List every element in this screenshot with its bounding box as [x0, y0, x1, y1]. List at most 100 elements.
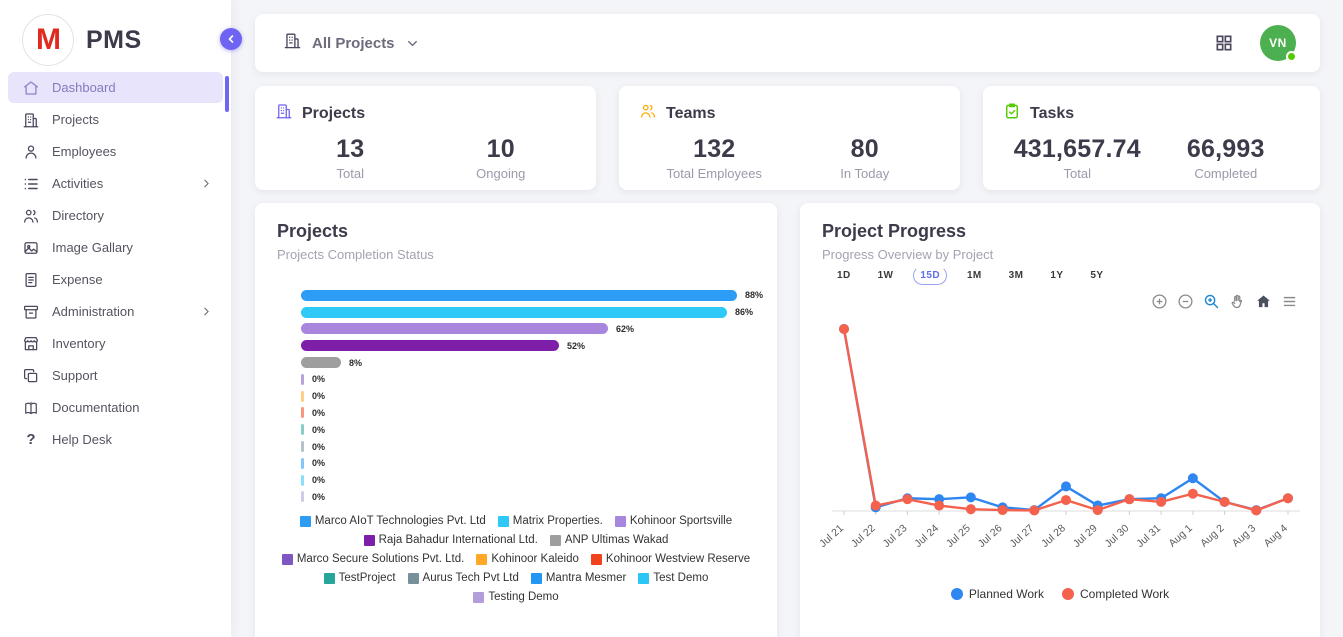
- point-planned-work-jul-28[interactable]: [1061, 481, 1071, 492]
- progress-card-title: Project Progress: [822, 221, 967, 241]
- bar-matrix-properties[interactable]: [301, 306, 727, 318]
- legend-item-anp-ultimas-wakad[interactable]: ANP Ultimas Wakad: [549, 534, 668, 546]
- legend-item-test-demo[interactable]: Test Demo: [638, 572, 708, 584]
- grid-apps-icon[interactable]: [1214, 33, 1234, 53]
- sidebar-item-directory[interactable]: Directory: [8, 200, 223, 231]
- bar-testing-demo[interactable]: [301, 491, 304, 503]
- sidebar-collapse-button[interactable]: [220, 28, 242, 50]
- app-logo[interactable]: M PMS: [0, 0, 231, 76]
- point-completed-work-jul-21[interactable]: [839, 324, 849, 334]
- point-completed-work-jul-29[interactable]: [1092, 505, 1103, 516]
- point-completed-work-aug-4[interactable]: [1283, 493, 1293, 504]
- legend-item-matrix-properties[interactable]: Matrix Properties.: [497, 515, 603, 527]
- sidebar-item-image-gallary[interactable]: Image Gallary: [8, 232, 223, 263]
- sidebar-item-label: Help Desk: [52, 432, 112, 447]
- bar-row: 0%: [301, 472, 763, 489]
- x-tick-label: Jul 24: [912, 522, 941, 550]
- point-completed-work-jul-31[interactable]: [1156, 496, 1167, 507]
- tasks-stat-card: Tasks 431,657.74 Total 66,993 Completed: [983, 86, 1320, 190]
- point-planned-work-aug-1[interactable]: [1187, 473, 1198, 484]
- projects-chart-card: Projects Projects Completion Status 88% 8…: [255, 203, 777, 637]
- home-reset-icon[interactable]: [1255, 293, 1272, 310]
- legend-item-mantra-mesmer[interactable]: Mantra Mesmer: [530, 572, 626, 584]
- point-completed-work-jul-26[interactable]: [997, 505, 1008, 516]
- sidebar-scrollbar[interactable]: [225, 76, 229, 112]
- legend-item-marco-aiot-technologies-pvt-ltd[interactable]: Marco AIoT Technologies Pvt. Ltd: [299, 515, 486, 527]
- bar-marco-secure-solutions-pvt-ltd[interactable]: [301, 373, 304, 385]
- legend-item-planned-work[interactable]: Planned Work: [950, 587, 1044, 601]
- zoom-in-icon[interactable]: [1151, 293, 1168, 310]
- point-completed-work-aug-1[interactable]: [1187, 488, 1198, 499]
- range-button-1w[interactable]: 1W: [877, 270, 894, 281]
- sidebar-item-expense[interactable]: Expense: [8, 264, 223, 295]
- sidebar-item-label: Employees: [52, 144, 117, 159]
- sidebar-item-activities[interactable]: Activities: [8, 168, 223, 199]
- sidebar-item-support[interactable]: Support: [8, 360, 223, 391]
- range-button-5y[interactable]: 5Y: [1090, 270, 1104, 281]
- legend-item-kohinoor-sportsville[interactable]: Kohinoor Sportsville: [614, 515, 732, 527]
- legend-item-testproject[interactable]: TestProject: [323, 572, 396, 584]
- point-completed-work-jul-22[interactable]: [870, 500, 881, 511]
- sidebar-item-employees[interactable]: Employees: [8, 136, 223, 167]
- user-avatar[interactable]: VN: [1260, 25, 1297, 62]
- point-planned-work-jul-25[interactable]: [965, 492, 976, 503]
- legend-item-raja-bahadur-international-ltd[interactable]: Raja Bahadur International Ltd.: [363, 534, 538, 546]
- point-completed-work-jul-24[interactable]: [934, 500, 945, 511]
- point-completed-work-jul-28[interactable]: [1061, 495, 1071, 506]
- bar-value-label: 8%: [349, 357, 363, 368]
- legend-swatch: [638, 572, 650, 584]
- point-completed-work-aug-3[interactable]: [1251, 505, 1262, 516]
- receipt-icon: [22, 271, 40, 289]
- bar-row: 0%: [301, 438, 763, 455]
- sidebar-item-help-desk[interactable]: ? Help Desk: [8, 424, 223, 455]
- clipboard-check-icon: [1003, 102, 1021, 125]
- range-button-15d[interactable]: 15D: [913, 266, 947, 285]
- zoom-out-icon[interactable]: [1177, 293, 1194, 310]
- range-button-1y[interactable]: 1Y: [1050, 270, 1064, 281]
- bar-mantra-mesmer[interactable]: [301, 457, 304, 469]
- range-button-1m[interactable]: 1M: [966, 270, 982, 281]
- chevron-left-icon: [228, 35, 234, 43]
- bar-anp-ultimas-wakad[interactable]: [301, 357, 341, 369]
- range-button-3m[interactable]: 3M: [1008, 270, 1024, 281]
- zoom-select-icon[interactable]: [1203, 293, 1220, 310]
- range-button-1d[interactable]: 1D: [837, 270, 851, 281]
- sidebar-item-dashboard[interactable]: Dashboard: [8, 72, 223, 103]
- legend-item-marco-secure-solutions-pvt-ltd[interactable]: Marco Secure Solutions Pvt. Ltd.: [281, 553, 464, 565]
- legend-item-kohinoor-westview-reserve[interactable]: Kohinoor Westview Reserve: [590, 553, 750, 565]
- point-completed-work-jul-27[interactable]: [1029, 505, 1040, 516]
- x-tick-label: Jul 21: [817, 522, 846, 550]
- legend-item-testing-demo[interactable]: Testing Demo: [473, 591, 559, 603]
- bar-row: 0%: [301, 388, 763, 405]
- sidebar-item-administration[interactable]: Administration: [8, 296, 223, 327]
- point-completed-work-jul-30[interactable]: [1124, 494, 1135, 505]
- project-filter-dropdown[interactable]: All Projects: [283, 31, 420, 55]
- bar-testproject[interactable]: [301, 424, 304, 436]
- legend-item-aurus-tech-pvt-ltd[interactable]: Aurus Tech Pvt Ltd: [407, 572, 519, 584]
- bar-kohinoor-kaleido[interactable]: [301, 390, 304, 402]
- bar-kohinoor-westview-reserve[interactable]: [301, 407, 304, 419]
- bar-value-label: 0%: [312, 441, 326, 452]
- bar-test-demo[interactable]: [301, 474, 304, 486]
- pan-icon[interactable]: [1229, 293, 1246, 310]
- menu-icon[interactable]: [1281, 293, 1298, 310]
- legend-item-completed-work[interactable]: Completed Work: [1062, 587, 1169, 601]
- bar-row: 86%: [301, 304, 763, 321]
- bar-raja-bahadur-international-ltd[interactable]: [301, 340, 559, 352]
- x-tick-label: Jul 28: [1039, 522, 1068, 550]
- sidebar-item-projects[interactable]: Projects: [8, 104, 223, 135]
- bar-aurus-tech-pvt-ltd[interactable]: [301, 441, 304, 453]
- point-completed-work-jul-25[interactable]: [965, 504, 976, 515]
- legend-dot: [950, 588, 963, 600]
- bar-kohinoor-sportsville[interactable]: [301, 323, 608, 335]
- point-completed-work-jul-23[interactable]: [902, 494, 913, 505]
- point-completed-work-aug-2[interactable]: [1219, 496, 1230, 507]
- chevron-right-icon: [200, 177, 213, 190]
- sidebar-item-inventory[interactable]: Inventory: [8, 328, 223, 359]
- line-chart-legend: Planned Work Completed Work: [800, 587, 1320, 601]
- legend-item-kohinoor-kaleido[interactable]: Kohinoor Kaleido: [476, 553, 579, 565]
- bar-marco-aiot-technologies-pvt-ltd[interactable]: [301, 289, 737, 301]
- project-filter-label: All Projects: [312, 34, 395, 52]
- list-icon: [22, 175, 40, 193]
- sidebar-item-documentation[interactable]: Documentation: [8, 392, 223, 423]
